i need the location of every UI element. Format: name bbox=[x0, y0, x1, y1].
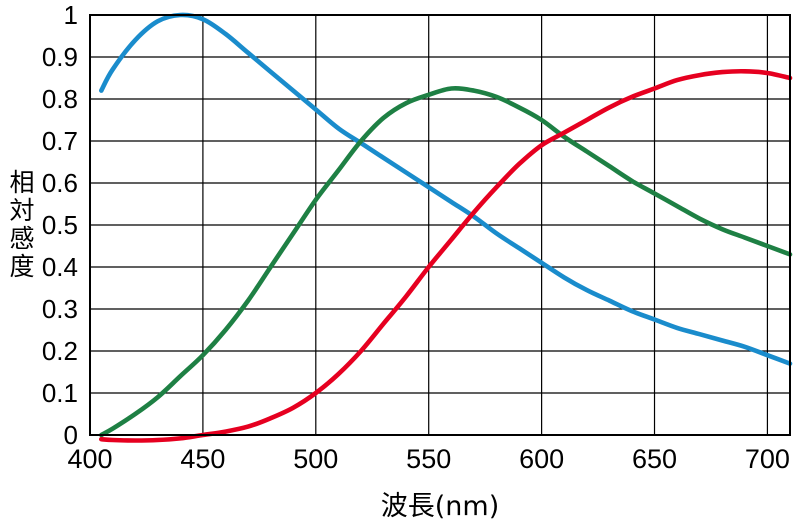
series-line-green bbox=[99, 86, 793, 438]
y-tick-label: 0.9 bbox=[42, 42, 78, 72]
series-line-blue bbox=[99, 12, 793, 366]
y-tick-label: 1 bbox=[64, 0, 78, 30]
y-tick-label: 0.1 bbox=[42, 378, 78, 408]
x-axis-title: 波長(nm) bbox=[380, 491, 500, 522]
y-axis-title: 相対感度 bbox=[6, 169, 35, 281]
y-tick-label: 0.2 bbox=[42, 336, 78, 366]
y-tick-label: 0.3 bbox=[42, 294, 78, 324]
plot-border bbox=[89, 14, 791, 436]
y-tick-label: 0.7 bbox=[42, 126, 78, 156]
y-tick-label: 0 bbox=[64, 420, 78, 450]
x-tick-label: 500 bbox=[293, 444, 338, 474]
x-tick-label: 700 bbox=[745, 444, 790, 474]
y-tick-label: 0.4 bbox=[42, 252, 78, 282]
x-tick-label: 550 bbox=[406, 444, 451, 474]
y-tick-label: 0.5 bbox=[42, 210, 78, 240]
x-tick-label: 450 bbox=[180, 444, 225, 474]
series-line-red bbox=[99, 68, 793, 443]
x-tick-label: 600 bbox=[519, 444, 564, 474]
y-tick-label: 0.6 bbox=[42, 168, 78, 198]
y-tick-label: 0.8 bbox=[42, 84, 78, 114]
x-tick-label: 650 bbox=[632, 444, 677, 474]
x-tick-label: 400 bbox=[67, 444, 112, 474]
